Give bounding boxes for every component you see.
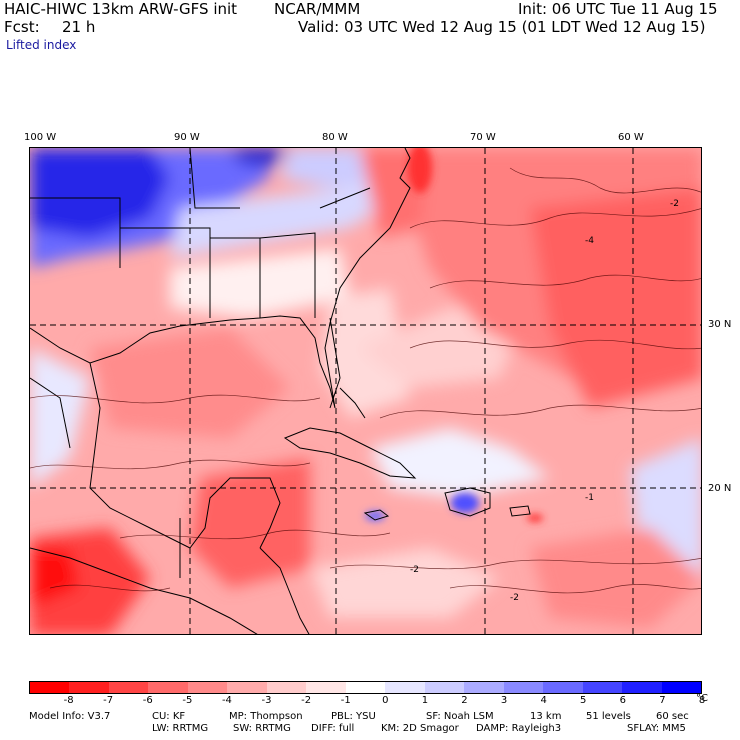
- colorbar-swatch: [385, 682, 425, 693]
- colorbar-swatch: [345, 682, 386, 693]
- colorbar-tick-label: 3: [500, 695, 508, 706]
- vertical-levels: 51 levels: [586, 711, 631, 722]
- colorbar-tick-label: -4: [221, 695, 232, 706]
- colorbar-tick-label: 1: [421, 695, 429, 706]
- lifted-index-map: -2 -4 -2 -2 -1: [29, 147, 702, 635]
- colorbar-tick-label: 7: [659, 695, 666, 706]
- colorbar-tick-label: 5: [580, 695, 587, 706]
- surface-layer: SFLAY: MM5: [627, 723, 686, 734]
- contour-label: -1: [585, 493, 594, 503]
- lon-label-90w: 90 W: [174, 132, 200, 143]
- colorbar-tick-label: -6: [142, 695, 153, 706]
- longwave-scheme: LW: RRTMG: [152, 723, 209, 734]
- colorbar-tick-label: 0: [382, 695, 389, 706]
- colorbar-swatch: [187, 682, 228, 693]
- colorbar-swatch: [543, 682, 583, 693]
- map-canvas: -2 -4 -2 -2 -1: [30, 148, 701, 634]
- colorbar-tick-label: -3: [261, 695, 272, 706]
- surface-scheme: SF: Noah LSM: [426, 711, 494, 722]
- colorbar-tick-label: -2: [301, 695, 312, 706]
- colorbar-swatch: [30, 682, 70, 693]
- km-option: KM: 2D Smagor: [381, 723, 459, 734]
- valid-time: Valid: 03 UTC Wed 12 Aug 15 (01 LDT Wed …: [298, 18, 706, 36]
- organization-label: NCAR/MMM: [274, 0, 361, 18]
- colorbar-swatch: [661, 682, 701, 693]
- colorbar-swatch: [306, 682, 346, 693]
- init-time: Init: 06 UTC Tue 11 Aug 15: [518, 0, 718, 18]
- colorbar-tick-label: -7: [103, 695, 114, 706]
- colorbar-swatch: [266, 682, 307, 693]
- cumulus-scheme: CU: KF: [152, 711, 186, 722]
- forecast-hour: 21 h: [62, 18, 96, 36]
- contours: [30, 167, 701, 594]
- forecast-label: Fcst:: [4, 18, 40, 36]
- colorbar-tick-label: -8: [63, 695, 74, 706]
- contour-label: -4: [585, 236, 594, 246]
- contour-label: -2: [670, 199, 679, 209]
- damping: DAMP: Rayleigh3: [476, 723, 562, 734]
- resolution: 13 km: [530, 711, 562, 722]
- colorbar-tick-label: 2: [461, 695, 468, 706]
- model-title: HAIC-HIWC 13km ARW-GFS init: [4, 0, 238, 18]
- microphysics-scheme: MP: Thompson: [229, 711, 303, 722]
- lat-label-20n: 20 N: [708, 483, 732, 494]
- colorbar-tick-label: -5: [182, 695, 193, 706]
- shortwave-scheme: SW: RRTMG: [233, 723, 291, 734]
- lon-label-100w: 100 W: [24, 132, 57, 143]
- lat-label-30n: 30 N: [708, 319, 732, 330]
- time-step: 60 sec: [656, 711, 689, 722]
- colorbar-swatch: [69, 682, 109, 693]
- lon-label-80w: 80 W: [322, 132, 348, 143]
- lat-lon-grid: [30, 148, 701, 634]
- colorbar-tick-label: 8: [698, 695, 706, 706]
- colorbar-swatch: [148, 682, 188, 693]
- colorbar-tick-label: 6: [619, 695, 626, 706]
- colorbar-swatch: [227, 682, 267, 693]
- colorbar-swatch: [108, 682, 149, 693]
- contour-label: -2: [410, 565, 419, 575]
- colorbar-swatch: [424, 682, 465, 693]
- colorbar-swatch: [464, 682, 504, 693]
- lon-label-70w: 70 W: [470, 132, 496, 143]
- colorbar-unit: °C: [696, 693, 708, 704]
- colorbar-tick-label: 4: [540, 695, 547, 706]
- lon-label-60w: 60 W: [618, 132, 644, 143]
- colorbar-swatch: [622, 682, 662, 693]
- field-name: Lifted index: [6, 38, 77, 52]
- pbl-scheme: PBL: YSU: [331, 711, 376, 722]
- colorbar-swatch: [582, 682, 623, 693]
- model-info: Model Info: V3.7: [29, 711, 111, 722]
- colorbar-swatch: [503, 682, 544, 693]
- contour-label: -2: [510, 593, 519, 603]
- diffusion: DIFF: full: [311, 723, 355, 734]
- colorbar-tick-label: -1: [340, 695, 351, 706]
- colorbar: [29, 681, 702, 694]
